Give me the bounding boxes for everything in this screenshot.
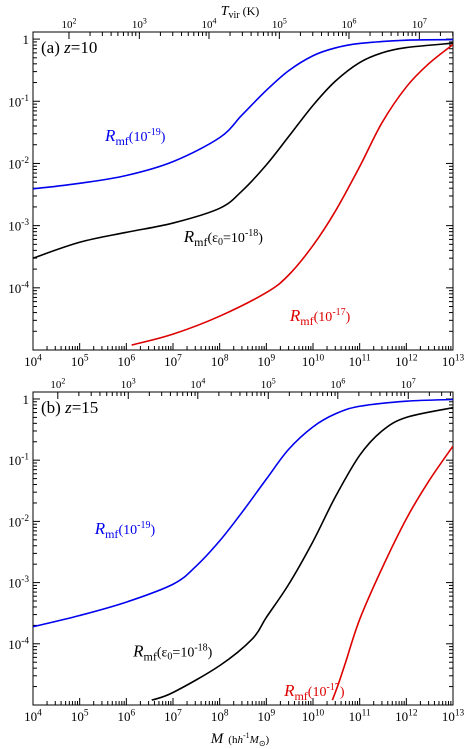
panel-label: (b) z=15 — [41, 398, 98, 417]
x-tick-label: 1010 — [302, 354, 325, 369]
plot-frame — [32, 31, 454, 351]
panel-a: 104 105 106 107 108 109 1010 1011 1012 1013 1 10-1 1… — [8, 16, 464, 369]
top-axis-label: Tvir (K) — [221, 4, 260, 21]
series-line-2 — [331, 445, 453, 701]
series-label-0: Rmf(10-19) — [94, 519, 156, 541]
x-tick-label: 104 — [24, 709, 42, 724]
series-line-0 — [33, 398, 453, 628]
y-tick-label: 10-1 — [8, 94, 29, 109]
x-tick-label: 1013 — [442, 354, 465, 369]
panel-label: (a) z=10 — [41, 38, 97, 57]
x-tick-label: 108 — [211, 709, 229, 724]
top-tick-label: 105 — [261, 376, 276, 391]
x-axis-label: M (hh-1M⊙) — [210, 731, 270, 748]
y-tick-label: 10-3 — [8, 575, 29, 590]
top-tick-label: 104 — [190, 376, 205, 391]
series-label-1: Rmf(ε0=10-18) — [183, 227, 264, 249]
series-label-2: Rmf(10-17) — [289, 306, 351, 328]
x-tick-label: 109 — [257, 709, 275, 724]
x-tick-label: 106 — [117, 354, 135, 369]
x-tick-label: 105 — [71, 354, 89, 369]
series-line-2 — [131, 43, 453, 346]
series-label-1: Rmf(ε0=10-18) — [132, 642, 213, 664]
panel-b: 104 105 106 107 108 109 1010 1011 1012 1013 1 10-1 1… — [8, 376, 464, 724]
top-tick-label: 102 — [61, 16, 76, 31]
x-tick-label: 105 — [71, 709, 89, 724]
x-tick-label: 1011 — [349, 709, 371, 724]
top-tick-label: 103 — [121, 376, 136, 391]
y-tick-label: 1 — [23, 32, 30, 47]
x-tick-label: 1011 — [349, 354, 371, 369]
series-line-1 — [151, 406, 453, 701]
x-tick-label: 1010 — [302, 709, 325, 724]
series-label-0: Rmf(10-19) — [104, 126, 166, 148]
x-tick-label: 108 — [211, 354, 229, 369]
x-tick-label: 107 — [164, 354, 182, 369]
x-tick-label: 1012 — [395, 709, 418, 724]
y-tick-label: 10-3 — [8, 218, 29, 233]
x-tick-label: 1013 — [442, 709, 465, 724]
x-tick-label: 1012 — [395, 354, 418, 369]
x-tick-label: 104 — [24, 354, 42, 369]
top-tick-label: 106 — [341, 16, 356, 31]
series-line-0 — [33, 38, 453, 190]
series-label-2: Rmf(10-17) — [283, 681, 345, 703]
y-tick-label: 1 — [23, 392, 30, 407]
top-tick-label: 102 — [50, 376, 65, 391]
top-tick-label: 106 — [330, 376, 345, 391]
plot-frame — [32, 391, 454, 706]
top-tick-label: 104 — [201, 16, 216, 31]
x-tick-label: 106 — [117, 709, 135, 724]
top-tick-label: 105 — [272, 16, 287, 31]
top-tick-label: 107 — [401, 376, 416, 391]
y-tick-label: 10-4 — [8, 636, 29, 651]
top-tick-label: 103 — [132, 16, 147, 31]
top-tick-label: 107 — [412, 16, 427, 31]
series-line-1 — [33, 42, 453, 259]
x-tick-label: 107 — [164, 709, 182, 724]
x-tick-label: 109 — [257, 354, 275, 369]
y-tick-label: 10-4 — [8, 280, 29, 295]
y-tick-label: 10-1 — [8, 453, 29, 468]
y-tick-label: 10-2 — [8, 514, 29, 529]
y-tick-label: 10-2 — [8, 156, 29, 171]
